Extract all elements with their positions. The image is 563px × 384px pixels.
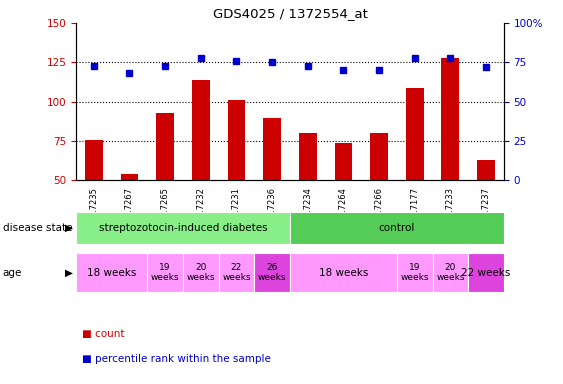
Bar [334,143,352,259]
Title: GDS4025 / 1372554_at: GDS4025 / 1372554_at [212,7,368,20]
Text: ■ count: ■ count [82,329,124,339]
Bar [227,100,245,259]
Text: ▶: ▶ [65,223,73,233]
Bar [183,253,218,292]
Text: 20
weeks: 20 weeks [186,263,215,282]
Text: 19
weeks: 19 weeks [151,263,180,282]
Bar [290,212,504,244]
Text: ▶: ▶ [65,268,73,278]
Bar [254,253,290,292]
Text: 26
weeks: 26 weeks [258,263,287,282]
Bar [397,253,432,292]
Bar [432,253,468,292]
Bar [85,139,103,259]
Text: 20
weeks: 20 weeks [436,263,464,282]
Text: 19
weeks: 19 weeks [400,263,429,282]
Text: ■ percentile rank within the sample: ■ percentile rank within the sample [82,354,270,364]
Bar [76,212,290,244]
Text: age: age [3,268,22,278]
Bar [468,253,504,292]
Bar [120,174,138,259]
Text: 22
weeks: 22 weeks [222,263,251,282]
Bar [263,118,281,259]
Bar [441,58,459,259]
Bar [406,88,423,259]
Text: streptozotocin-induced diabetes: streptozotocin-induced diabetes [99,223,267,233]
Bar [192,80,210,259]
Text: 18 weeks: 18 weeks [87,268,136,278]
Bar [290,253,397,292]
Bar [299,133,316,259]
Bar [148,253,183,292]
Text: control: control [379,223,415,233]
Text: 18 weeks: 18 weeks [319,268,368,278]
Bar [477,160,495,259]
Bar [157,113,174,259]
Bar [218,253,254,292]
Text: 22 weeks: 22 weeks [461,268,511,278]
Bar [76,253,148,292]
Bar [370,133,388,259]
Text: disease state: disease state [3,223,72,233]
